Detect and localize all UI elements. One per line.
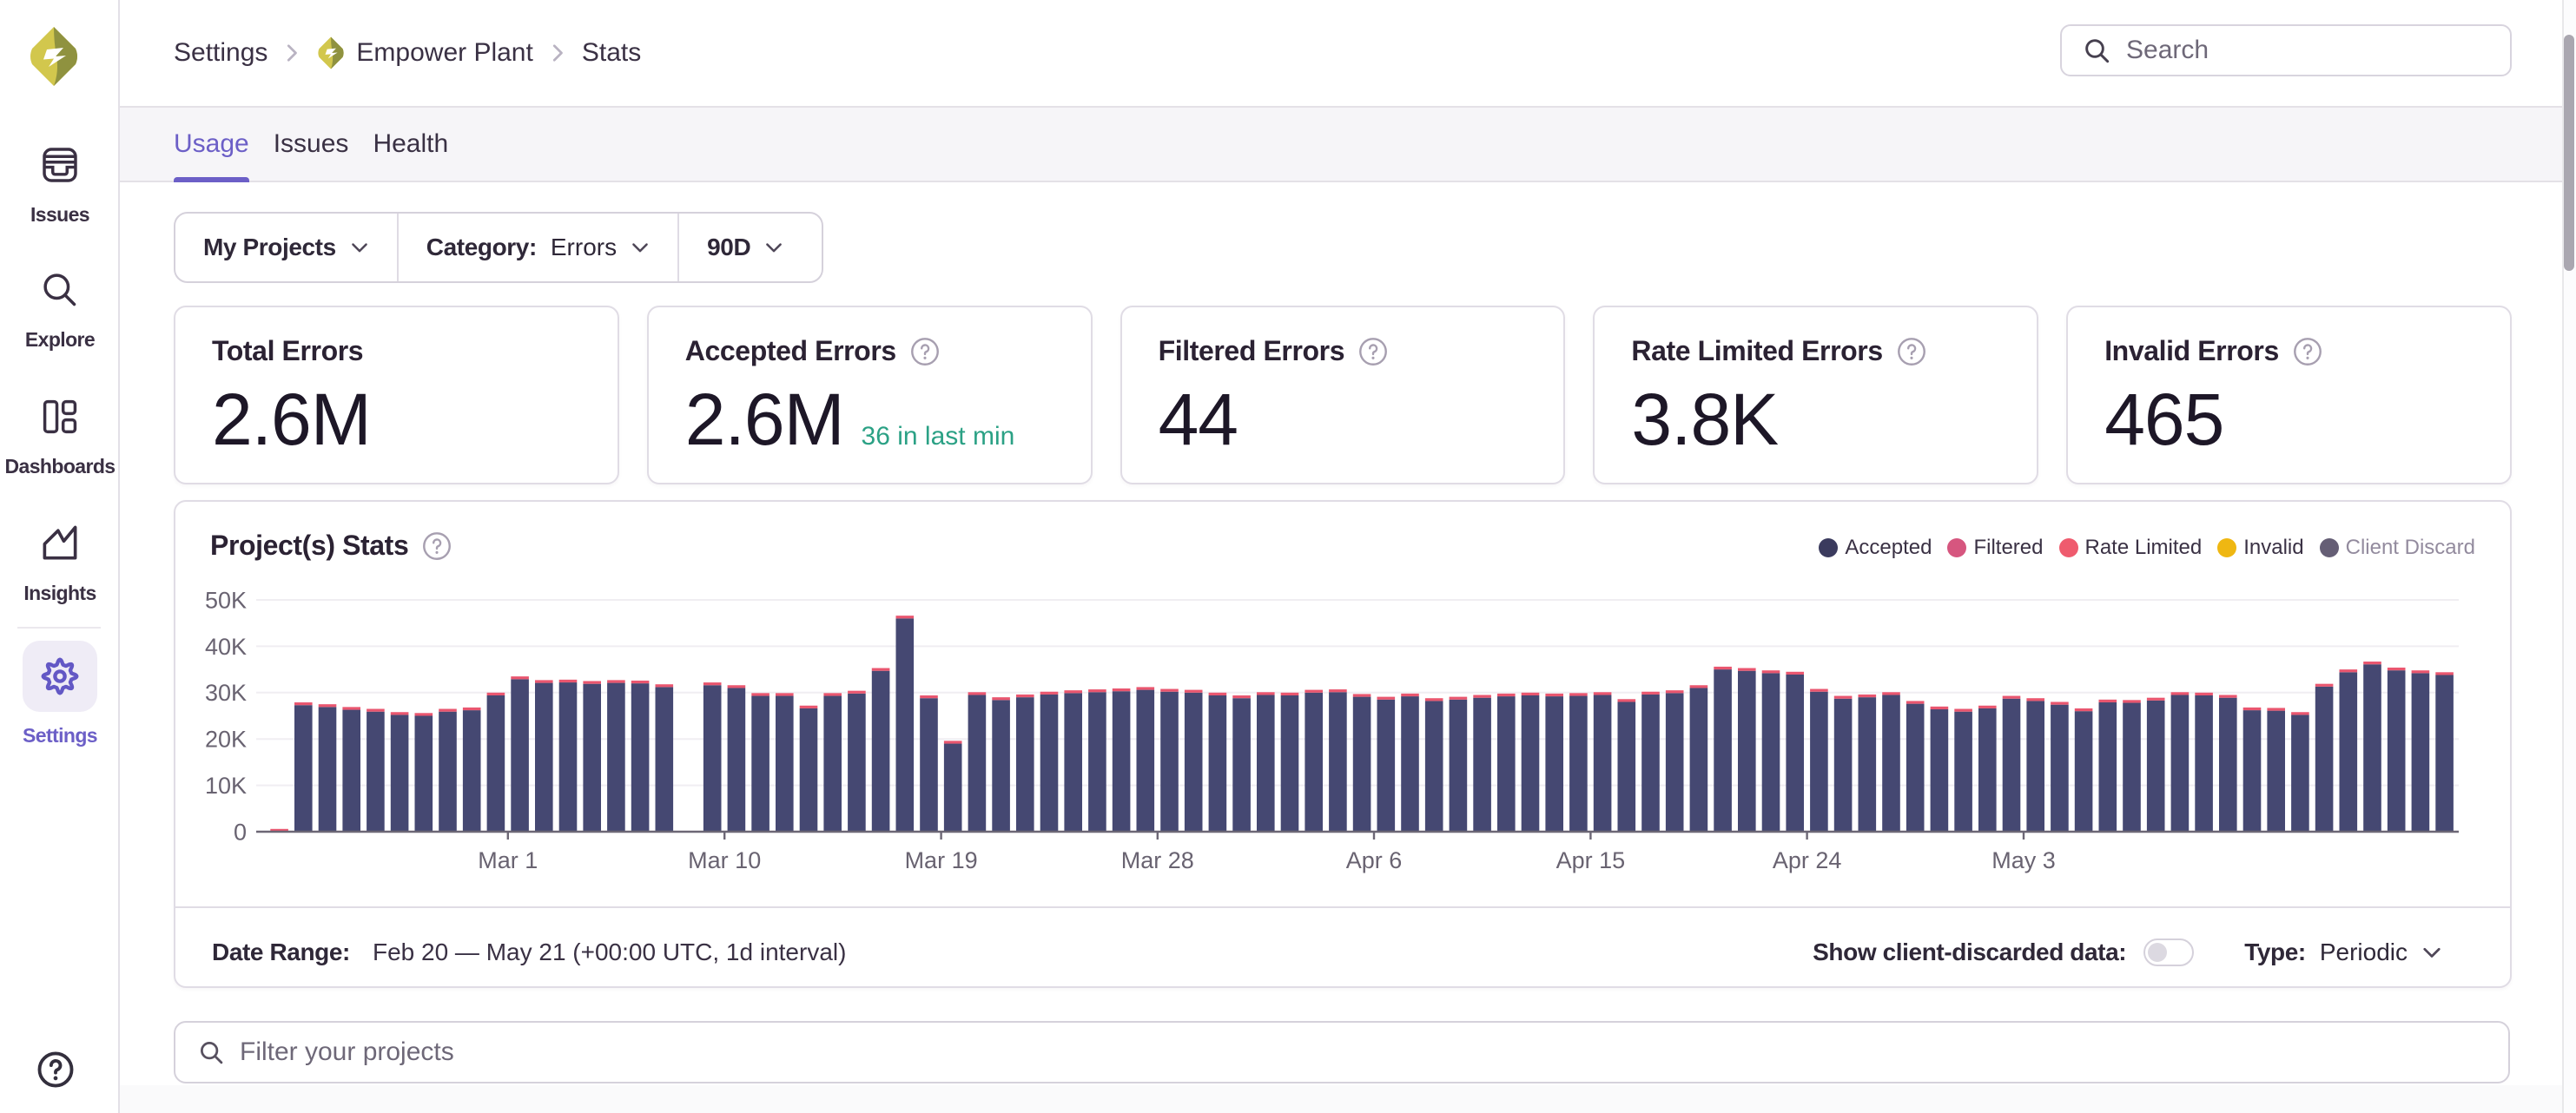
svg-text:Apr 6: Apr 6	[1346, 847, 1403, 873]
svg-text:Apr 15: Apr 15	[1556, 847, 1626, 873]
svg-text:30K: 30K	[205, 680, 247, 706]
svg-text:May 3: May 3	[1991, 847, 2056, 873]
svg-text:Mar 28: Mar 28	[1121, 847, 1194, 873]
svg-text:Mar 1: Mar 1	[478, 847, 538, 873]
svg-text:10K: 10K	[205, 773, 247, 799]
svg-text:0: 0	[234, 819, 247, 845]
svg-text:Mar 19: Mar 19	[905, 847, 978, 873]
svg-text:20K: 20K	[205, 727, 247, 753]
svg-text:Apr 24: Apr 24	[1773, 847, 1842, 873]
svg-text:40K: 40K	[205, 634, 247, 660]
svg-text:50K: 50K	[205, 587, 247, 613]
svg-text:Mar 10: Mar 10	[688, 847, 761, 873]
